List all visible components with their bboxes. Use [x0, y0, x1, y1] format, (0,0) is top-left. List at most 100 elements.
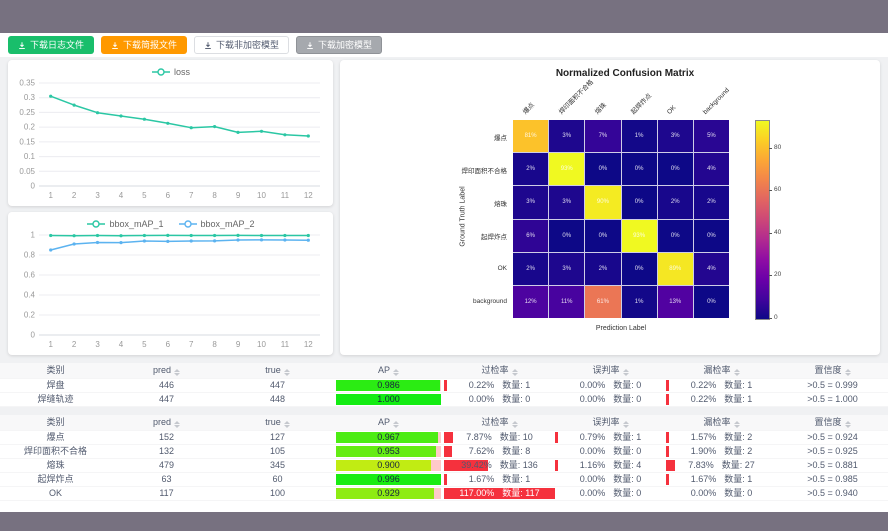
matrix-cell: 4%	[693, 252, 729, 285]
column-header[interactable]: 误判率	[555, 415, 666, 430]
ap-bar-fill	[336, 460, 431, 471]
colorbar-tick-label: 20	[774, 271, 782, 279]
colorbar-tick-label: 60	[774, 186, 782, 194]
sort-caret-icon[interactable]	[283, 421, 290, 428]
overkill-bar	[444, 474, 447, 485]
column-header[interactable]: pred	[111, 415, 222, 430]
row-label: 焊印面积不合格	[461, 167, 508, 175]
misjudge-text: 0.79% 数量: 1	[555, 431, 666, 444]
column-header[interactable]: 置信度	[777, 363, 888, 378]
column-header[interactable]: AP	[333, 415, 444, 430]
miss-bar	[666, 394, 669, 405]
column-header[interactable]: 过检率	[444, 415, 555, 430]
overkill-cell: 1.67% 数量: 1	[444, 473, 555, 486]
sort-caret-icon[interactable]	[393, 369, 399, 376]
overkill-text: 0.22% 数量: 1	[444, 379, 555, 392]
loss-chart-legend: loss	[8, 60, 333, 78]
true-cell: 127	[269, 432, 286, 442]
metrics-table-1: 类别 pred true AP 过检率 误判率 漏检率 置信度 焊盘 446 447 0.986 0.2…	[0, 363, 888, 407]
ap-cell: 0.900	[333, 459, 444, 472]
sort-caret-icon[interactable]	[844, 421, 851, 428]
sort-asc-icon	[393, 421, 399, 424]
dashboard-content: loss 0 0.05 0.1 0.15 0.2 0.25 0.3 0.35 1 2 3 4 5 6 7 8 9…	[0, 57, 888, 360]
ap-cell: 0.967	[333, 431, 444, 444]
legend-item-loss[interactable]: loss	[151, 67, 190, 77]
sort-caret-icon[interactable]	[622, 421, 629, 428]
column-label: 焊印面积不合格	[557, 78, 596, 116]
sort-caret-icon[interactable]	[733, 421, 740, 428]
misjudge-percent: 0.00%	[579, 474, 606, 484]
ap-bar: 1.000	[336, 394, 441, 405]
sort-caret-icon[interactable]	[511, 369, 518, 376]
table-row: 熔珠 479 345 0.900 39.42% 数量: 136 1.16% 数量: 4 7.83…	[0, 459, 888, 473]
column-header[interactable]: 误判率	[555, 363, 666, 378]
matrix-cell: 3%	[657, 120, 693, 153]
overkill-bar	[444, 460, 488, 471]
column-header[interactable]: true	[222, 363, 333, 378]
column-header-label: 误判率	[592, 417, 620, 427]
category-cell: 焊盘	[46, 380, 65, 390]
overkill-bar	[444, 432, 453, 443]
download-icon	[111, 41, 119, 50]
download-log-button[interactable]: 下载日志文件	[8, 36, 95, 54]
column-header-label: 误判率	[592, 365, 620, 375]
matrix-cell: 0%	[657, 219, 693, 252]
overkill-percent: 7.87%	[466, 432, 492, 442]
misjudge-cell: 0.00% 数量: 0	[555, 445, 666, 458]
matrix-cell: 12%	[513, 285, 549, 318]
column-header[interactable]: 漏检率	[666, 363, 777, 378]
column-header[interactable]: 过检率	[444, 363, 555, 378]
sort-caret-icon[interactable]	[174, 369, 180, 376]
miss-bar	[666, 474, 669, 485]
sort-caret-icon[interactable]	[733, 369, 740, 376]
download-report-button[interactable]: 下载简报文件	[101, 36, 188, 54]
sort-caret-icon[interactable]	[844, 369, 851, 376]
category-cell: 焊缝轨迹	[37, 394, 74, 404]
misjudge-count: 数量: 0	[613, 380, 642, 390]
column-header-label: 置信度	[814, 417, 842, 427]
download-encrypted-model-button[interactable]: 下载加密模型	[296, 36, 383, 54]
column-header[interactable]: AP	[333, 363, 444, 378]
confusion-matrix-card: Normalized Confusion Matrix Ground Truth…	[340, 60, 880, 355]
sort-desc-icon	[174, 425, 180, 428]
column-header-label: 过检率	[481, 365, 509, 375]
matrix-cell: 89%	[657, 252, 693, 285]
button-label: 下载非加密模型	[216, 39, 280, 50]
svg-text:8: 8	[212, 191, 217, 200]
legend-item-bbox_mAP_2[interactable]: bbox_mAP_2	[178, 219, 255, 229]
column-header[interactable]: true	[222, 415, 333, 430]
colorbar-tick	[769, 147, 772, 149]
ap-value: 0.996	[377, 474, 400, 484]
overkill-percent: 117.00%	[459, 488, 495, 498]
download-icon	[204, 41, 212, 50]
sort-caret-icon[interactable]	[511, 421, 518, 428]
chart-loss-svg: 00.050.10.150.20.250.30.351 2 3 4 5 6 7 8 9 10 11 1…	[19, 79, 320, 200]
pred-cell: 479	[158, 460, 175, 470]
sort-caret-icon[interactable]	[174, 421, 180, 428]
column-header[interactable]: 置信度	[777, 415, 888, 430]
sort-asc-icon	[733, 369, 740, 372]
miss-count: 数量: 2	[724, 446, 753, 456]
matrix-cell: 0%	[549, 219, 585, 252]
button-label: 下载加密模型	[318, 39, 373, 50]
column-header: 类别	[0, 363, 111, 378]
legend-item-bbox_mAP_1[interactable]: bbox_mAP_1	[86, 219, 164, 229]
column-header[interactable]: pred	[111, 363, 222, 378]
sort-caret-icon[interactable]	[622, 369, 629, 376]
true-cell: 447	[269, 380, 286, 390]
toolbar: 下载日志文件 下载简报文件 下载非加密模型 下载加密模型	[0, 33, 888, 57]
sort-caret-icon[interactable]	[283, 369, 290, 376]
misjudge-cell: 0.00% 数量: 0	[555, 393, 666, 406]
column-header[interactable]: 漏检率	[666, 415, 777, 430]
svg-text:0.8: 0.8	[24, 251, 36, 260]
download-plain-model-button[interactable]: 下载非加密模型	[194, 36, 290, 54]
overkill-percent: 1.67%	[468, 474, 495, 484]
sort-caret-icon[interactable]	[393, 421, 399, 428]
colorbar-tick-label: 0	[774, 314, 778, 321]
overkill-text: 39.42% 数量: 136	[444, 459, 555, 472]
matrix-cell: 13%	[657, 285, 693, 318]
button-label: 下载简报文件	[123, 39, 178, 50]
svg-text:7: 7	[189, 340, 194, 349]
matrix-cell: 0%	[621, 153, 657, 186]
chart-map-svg: 00.20.40.60.811 2 3 4 5 6 7 8 9 10 11 12	[24, 231, 320, 349]
